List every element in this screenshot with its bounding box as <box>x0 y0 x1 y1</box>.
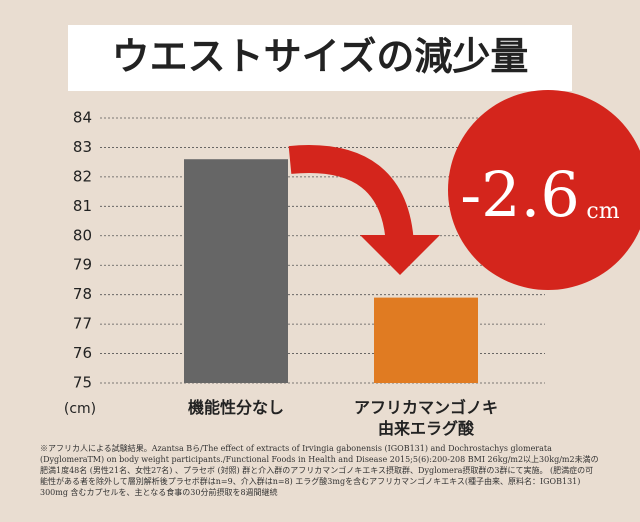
y-tick-label: 77 <box>73 315 92 333</box>
annotation-value: -2.6 <box>460 158 580 231</box>
y-tick-label: 82 <box>73 167 92 185</box>
y-tick-label: 75 <box>73 374 92 392</box>
bar <box>184 159 288 383</box>
y-tick-label: 83 <box>73 138 92 156</box>
y-tick-label: 80 <box>73 226 92 244</box>
annotation-unit: cm <box>586 199 619 224</box>
y-tick-label: 78 <box>73 285 92 303</box>
chart: ウエストサイズの減少量 75 76 77 78 79 80 81 82 83 84 機能性分なし アフ… <box>64 25 640 438</box>
y-unit: (cm) <box>64 401 96 417</box>
chart-title: ウエストサイズの減少量 <box>112 35 529 79</box>
y-tick-label: 81 <box>73 197 92 215</box>
arrow-shaft <box>288 145 414 247</box>
footnote: ※アフリカ人による試験結果。Azantsa Bら/The effect of e… <box>40 444 599 497</box>
highlight-circle <box>448 90 640 290</box>
y-tick-label: 79 <box>73 256 92 274</box>
bar <box>374 297 478 383</box>
arrow-head <box>360 235 440 275</box>
y-tick-label: 76 <box>73 344 92 362</box>
x-tick-label: アフリカマンゴノキ由来エラグ酸 <box>354 398 498 438</box>
x-tick-label: 機能性分なし <box>188 398 284 417</box>
y-tick-label: 84 <box>73 109 92 127</box>
title-box <box>68 25 572 91</box>
